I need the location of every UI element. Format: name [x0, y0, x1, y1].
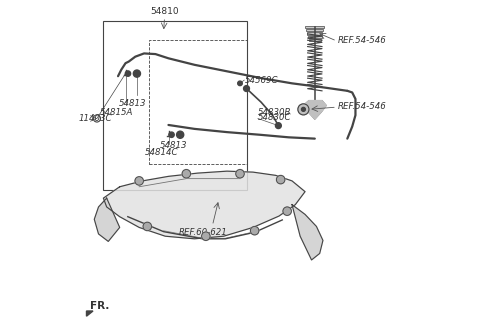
Text: REF.60-621: REF.60-621	[179, 228, 228, 237]
Text: REF.54-546: REF.54-546	[337, 36, 386, 45]
Circle shape	[182, 170, 191, 178]
Circle shape	[276, 123, 281, 129]
Circle shape	[243, 86, 250, 92]
Circle shape	[125, 71, 131, 76]
Circle shape	[238, 81, 242, 86]
Bar	[307, 32, 322, 34]
Circle shape	[301, 107, 305, 111]
Polygon shape	[292, 205, 323, 260]
Bar	[103, 21, 247, 190]
Bar	[308, 35, 322, 38]
Circle shape	[236, 170, 244, 178]
Text: 54814C: 54814C	[144, 148, 178, 157]
Text: REF.54-546: REF.54-546	[337, 102, 386, 111]
Polygon shape	[303, 101, 326, 119]
Text: 54813: 54813	[159, 141, 187, 150]
Circle shape	[143, 222, 152, 231]
Circle shape	[177, 131, 184, 138]
Text: 11403C: 11403C	[79, 114, 112, 123]
Circle shape	[298, 104, 309, 115]
Text: 54815A: 54815A	[100, 108, 133, 117]
Polygon shape	[94, 198, 120, 241]
Bar	[309, 39, 321, 41]
Circle shape	[251, 226, 259, 235]
Circle shape	[202, 232, 210, 240]
Text: 54830C: 54830C	[258, 113, 291, 122]
Text: FR.: FR.	[90, 301, 109, 312]
Bar	[149, 40, 247, 164]
Bar	[305, 26, 324, 28]
Circle shape	[169, 132, 174, 137]
Text: 54813: 54813	[119, 99, 146, 108]
Circle shape	[133, 70, 141, 77]
Text: 54810: 54810	[150, 7, 179, 16]
Bar	[306, 29, 323, 31]
Circle shape	[135, 177, 144, 185]
Polygon shape	[86, 311, 93, 316]
Circle shape	[276, 175, 285, 184]
Polygon shape	[103, 171, 305, 239]
Text: 54830B: 54830B	[258, 108, 291, 117]
Circle shape	[283, 207, 291, 215]
Text: 54569C: 54569C	[245, 75, 278, 85]
